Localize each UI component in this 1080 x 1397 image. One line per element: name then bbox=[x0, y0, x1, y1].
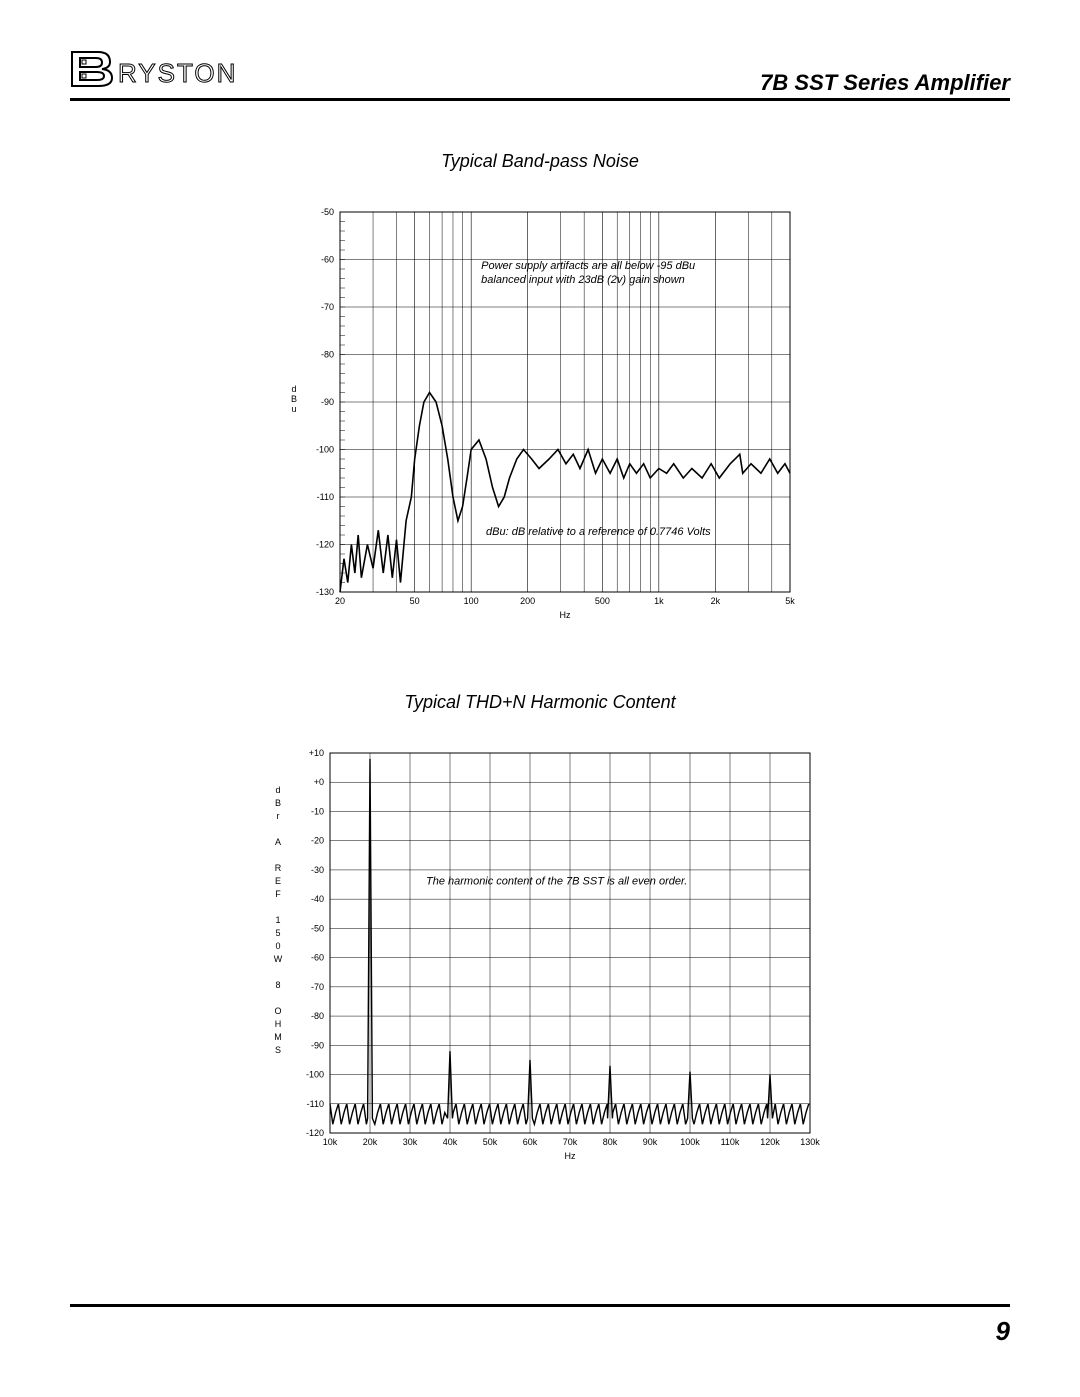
svg-text:A: A bbox=[275, 837, 281, 847]
svg-text:Hz: Hz bbox=[565, 1151, 576, 1161]
svg-text:S: S bbox=[275, 1045, 281, 1055]
svg-text:-90: -90 bbox=[321, 397, 334, 407]
svg-text:200: 200 bbox=[520, 596, 535, 606]
chart2-container: -120 -110 -100 -90 -80 -70 -60 -50 -40 -30 -20 -10 +… bbox=[70, 743, 1010, 1163]
svg-text:balanced input with 23dB (2v): balanced input with 23dB (2v) gain shown bbox=[481, 274, 685, 286]
svg-text:d: d bbox=[275, 785, 280, 795]
page-number: 9 bbox=[996, 1316, 1010, 1347]
svg-text:u: u bbox=[291, 404, 296, 414]
svg-text:-80: -80 bbox=[311, 1011, 324, 1021]
svg-text:B: B bbox=[275, 798, 281, 808]
svg-text:120k: 120k bbox=[760, 1137, 780, 1147]
svg-text:r: r bbox=[277, 811, 280, 821]
svg-text:W: W bbox=[274, 954, 283, 964]
svg-text:dBu: dB relative to a referenc: dBu: dB relative to a reference of 0.774… bbox=[486, 526, 711, 538]
svg-text:60k: 60k bbox=[523, 1137, 538, 1147]
svg-text:130k: 130k bbox=[800, 1137, 820, 1147]
svg-text:F: F bbox=[275, 889, 281, 899]
svg-text:5: 5 bbox=[275, 928, 280, 938]
svg-text:-40: -40 bbox=[311, 894, 324, 904]
svg-text:100k: 100k bbox=[680, 1137, 700, 1147]
svg-text:-130: -130 bbox=[316, 587, 334, 597]
svg-text:1k: 1k bbox=[654, 596, 664, 606]
svg-text:-110: -110 bbox=[307, 1099, 324, 1109]
svg-text:8: 8 bbox=[275, 980, 280, 990]
bandpass-noise-chart: -130 -120 -110 -100 -90 -80 -70 -60 -50 20 50 100 20… bbox=[280, 202, 800, 622]
svg-text:E: E bbox=[275, 876, 281, 886]
svg-text:d: d bbox=[291, 384, 296, 394]
svg-text:20k: 20k bbox=[363, 1137, 378, 1147]
svg-text:RYSTON: RYSTON bbox=[118, 58, 237, 88]
svg-text:-50: -50 bbox=[321, 207, 334, 217]
svg-text:-20: -20 bbox=[311, 836, 324, 846]
svg-text:-60: -60 bbox=[311, 953, 324, 963]
chart1-container: -130 -120 -110 -100 -90 -80 -70 -60 -50 20 50 100 20… bbox=[70, 202, 1010, 622]
svg-text:M: M bbox=[274, 1032, 282, 1042]
svg-text:70k: 70k bbox=[563, 1137, 578, 1147]
svg-text:+10: +10 bbox=[309, 748, 324, 758]
svg-text:20: 20 bbox=[335, 596, 345, 606]
svg-text:-70: -70 bbox=[311, 982, 324, 992]
svg-text:-100: -100 bbox=[316, 445, 334, 455]
svg-text:10k: 10k bbox=[323, 1137, 338, 1147]
brand-logo: RYSTON bbox=[70, 50, 290, 96]
svg-text:The harmonic content of the 7B: The harmonic content of the 7B SST is al… bbox=[426, 876, 687, 888]
svg-text:B: B bbox=[291, 394, 297, 404]
svg-text:80k: 80k bbox=[603, 1137, 618, 1147]
svg-text:1: 1 bbox=[275, 915, 280, 925]
svg-text:100: 100 bbox=[464, 596, 479, 606]
svg-text:+0: +0 bbox=[314, 777, 324, 787]
svg-text:500: 500 bbox=[595, 596, 610, 606]
svg-text:-110: -110 bbox=[317, 492, 334, 502]
svg-text:40k: 40k bbox=[443, 1137, 458, 1147]
svg-text:110k: 110k bbox=[721, 1137, 740, 1147]
thd-harmonic-chart: -120 -110 -100 -90 -80 -70 -60 -50 -40 -30 -20 -10 +… bbox=[260, 743, 820, 1163]
svg-text:Hz: Hz bbox=[560, 610, 571, 620]
svg-text:-70: -70 bbox=[321, 302, 334, 312]
svg-text:Power supply artifacts are all: Power supply artifacts are all below -95… bbox=[481, 260, 695, 272]
chart1-title: Typical Band-pass Noise bbox=[70, 151, 1010, 172]
chart2-title: Typical THD+N Harmonic Content bbox=[70, 692, 1010, 713]
svg-text:R: R bbox=[275, 863, 282, 873]
footer-rule bbox=[70, 1304, 1010, 1307]
svg-text:-100: -100 bbox=[306, 1070, 324, 1080]
svg-text:-30: -30 bbox=[311, 865, 324, 875]
svg-text:O: O bbox=[274, 1006, 281, 1016]
page: RYSTON 7B SST Series Amplifier Typical B… bbox=[70, 50, 1010, 1347]
svg-text:90k: 90k bbox=[643, 1137, 658, 1147]
svg-text:-120: -120 bbox=[316, 540, 334, 550]
svg-text:-120: -120 bbox=[306, 1128, 324, 1138]
svg-text:0: 0 bbox=[275, 941, 280, 951]
svg-text:-50: -50 bbox=[311, 923, 324, 933]
svg-text:50k: 50k bbox=[483, 1137, 498, 1147]
svg-text:5k: 5k bbox=[785, 596, 795, 606]
document-title: 7B SST Series Amplifier bbox=[760, 70, 1010, 96]
svg-text:H: H bbox=[275, 1019, 282, 1029]
svg-text:-60: -60 bbox=[321, 255, 334, 265]
svg-text:-80: -80 bbox=[321, 350, 334, 360]
page-header: RYSTON 7B SST Series Amplifier bbox=[70, 50, 1010, 101]
svg-text:30k: 30k bbox=[403, 1137, 418, 1147]
svg-text:-10: -10 bbox=[311, 806, 324, 816]
svg-text:-90: -90 bbox=[311, 1040, 324, 1050]
svg-text:50: 50 bbox=[410, 596, 420, 606]
svg-text:2k: 2k bbox=[711, 596, 721, 606]
